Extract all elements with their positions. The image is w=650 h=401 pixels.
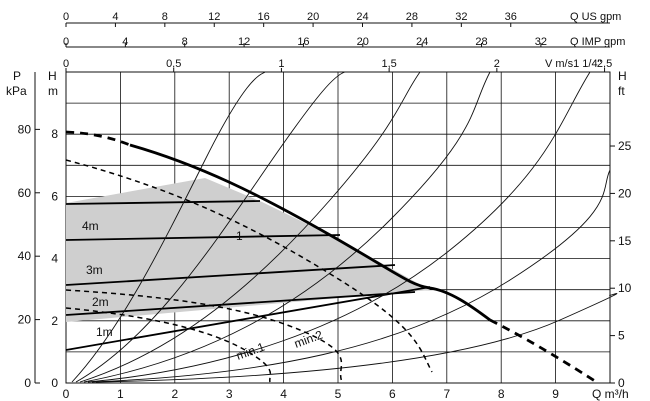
tick-p-1: 20 <box>18 313 32 327</box>
tick-vel-4: 2 <box>494 58 500 70</box>
tick-usgpm-0: 0 <box>63 11 69 23</box>
tick-usgpm-7: 28 <box>406 11 418 23</box>
max-curve-left-dashed <box>65 130 131 147</box>
curve-4m <box>65 234 341 241</box>
right-axis-feet: H ft 0 5 10 15 20 25 <box>610 69 632 390</box>
curve-1m <box>65 286 431 351</box>
tick-h-1: 2 <box>51 314 58 328</box>
tick-imp-8: 32 <box>535 36 547 48</box>
tick-usgpm-1: 4 <box>112 11 118 23</box>
tick-p-0: 0 <box>24 376 31 390</box>
label-4m: 4m <box>82 219 99 233</box>
tick-vel-3: 1,5 <box>381 58 396 70</box>
tick-usgpm-8: 32 <box>455 11 467 23</box>
curve-top <box>65 200 261 205</box>
tick-imp-0: 0 <box>63 36 69 48</box>
axis-title-impgpm: Q IMP gpm <box>570 36 625 48</box>
tick-ft-3: 15 <box>618 234 632 248</box>
tick-vel-1: 0,5 <box>166 58 181 70</box>
axis-title-h: H <box>48 69 57 83</box>
tick-q-0: 0 <box>63 387 70 401</box>
axis-title-m: m <box>48 84 58 98</box>
max-curve-right-dashed <box>489 318 599 385</box>
tick-vel-5: 2,5 <box>597 58 612 70</box>
operating-area <box>66 178 430 322</box>
tick-imp-7: 28 <box>475 36 487 48</box>
tick-q-5: 5 <box>335 387 342 401</box>
tick-h-2: 4 <box>51 252 58 266</box>
tick-imp-6: 24 <box>416 36 428 48</box>
tick-imp-4: 16 <box>297 36 309 48</box>
tick-p-3: 60 <box>18 186 32 200</box>
curve-min1-dashed <box>65 307 272 383</box>
top-axis-velocity: 0 0,5 1 1,5 2 2,5 V m/s1 1/4" <box>63 58 612 72</box>
label-3m: 3m <box>86 263 103 277</box>
max-curve <box>65 130 599 385</box>
tick-ft-5: 25 <box>618 139 632 153</box>
tick-q-3: 3 <box>226 387 233 401</box>
tick-imp-5: 20 <box>357 36 369 48</box>
axis-title-usgpm: Q US gpm <box>570 11 621 23</box>
tick-vel-0: 0 <box>63 58 69 70</box>
tick-usgpm-2: 8 <box>162 11 168 23</box>
label-2m: 2m <box>92 295 109 309</box>
tick-imp-1: 4 <box>122 36 128 48</box>
speed-curves <box>65 159 433 383</box>
axis-title-p: P <box>13 69 21 83</box>
curve-min2-dashed <box>65 289 343 383</box>
tick-imp-3: 12 <box>238 36 250 48</box>
label-1: 1 <box>236 229 243 243</box>
tick-q-2: 2 <box>171 387 178 401</box>
tick-p-4: 80 <box>18 122 32 136</box>
left-axis-head: H m 0 2 4 6 8 <box>48 69 58 390</box>
axis-title-ft: ft <box>618 84 625 98</box>
tick-q-4: 4 <box>280 387 287 401</box>
system-curves <box>71 71 618 383</box>
axis-title-hft: H <box>618 69 627 83</box>
tick-usgpm-9: 36 <box>505 11 517 23</box>
tick-usgpm-4: 16 <box>258 11 270 23</box>
bottom-axis-flow: 0 1 2 3 4 5 6 7 8 9 Q m³/h <box>63 387 629 401</box>
top-axis-usgpm: 0 4 8 12 16 20 24 28 32 36 Q US gpm <box>63 11 621 27</box>
tick-q-7: 7 <box>443 387 450 401</box>
axis-title-velocity: V m/s1 1/4" <box>545 58 602 70</box>
tick-vel-2: 1 <box>278 58 284 70</box>
tick-ft-4: 20 <box>618 186 632 200</box>
axis-title-q: Q m³/h <box>592 387 629 401</box>
axis-title-kpa: kPa <box>6 84 27 98</box>
tick-q-9: 9 <box>552 387 559 401</box>
tick-usgpm-6: 24 <box>356 11 368 23</box>
tick-ft-0: 0 <box>618 376 625 390</box>
label-1m: 1m <box>96 325 113 339</box>
tick-imp-2: 8 <box>182 36 188 48</box>
tick-usgpm-5: 20 <box>307 11 319 23</box>
tick-q-6: 6 <box>389 387 396 401</box>
curve-3m <box>65 264 396 286</box>
left-axis-pressure: P kPa 0 20 40 60 80 <box>6 69 40 390</box>
tick-q-1: 1 <box>117 387 124 401</box>
max-curve-solid <box>129 143 491 322</box>
tick-h-3: 6 <box>51 189 58 203</box>
tick-q-8: 8 <box>498 387 505 401</box>
tick-h-4: 8 <box>51 127 58 141</box>
tick-ft-1: 5 <box>618 329 625 343</box>
top-axis-impgpm: 0 4 8 12 16 20 24 28 32 Q IMP gpm <box>63 36 626 48</box>
tick-ft-2: 10 <box>618 281 632 295</box>
tick-p-2: 40 <box>18 249 32 263</box>
tick-h-0: 0 <box>51 376 58 390</box>
tick-usgpm-3: 12 <box>208 11 220 23</box>
